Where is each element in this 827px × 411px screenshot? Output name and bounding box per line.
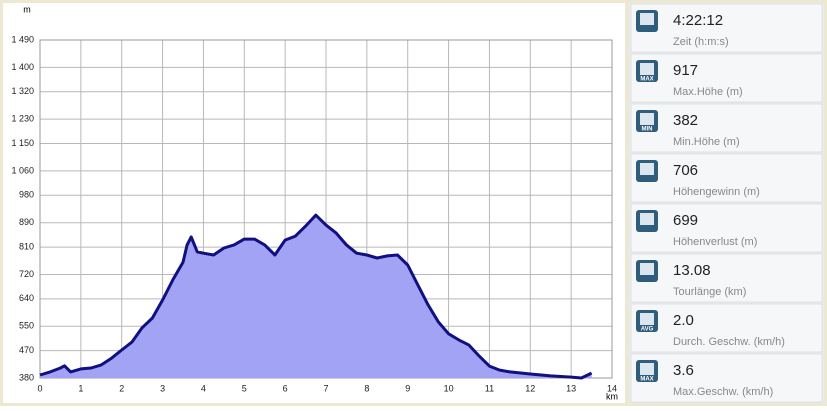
x-tick-label: 13 — [566, 383, 576, 393]
y-tick-label: 720 — [19, 269, 34, 279]
y-tick-label: 980 — [19, 190, 34, 200]
y-tick-label: 1 150 — [11, 138, 34, 148]
stat-icon-inner — [640, 163, 654, 175]
y-tick-label: 380 — [19, 372, 34, 382]
stat-row — [630, 103, 823, 153]
x-tick-label: 7 — [323, 383, 328, 393]
stat-label: Min.Höhe (m) — [673, 136, 740, 148]
y-unit: m — [23, 4, 31, 14]
stat-value: 706 — [673, 162, 698, 179]
x-tick-label: 8 — [364, 383, 369, 393]
y-tick-label: 1 320 — [11, 86, 34, 96]
stat-label: Durch. Geschw. (km/h) — [673, 336, 785, 348]
x-tick-label: 3 — [160, 383, 165, 393]
x-tick-label: 0 — [37, 383, 42, 393]
y-tick-label: 1 490 — [11, 34, 34, 44]
y-tick-label: 640 — [19, 293, 34, 303]
stat-row — [630, 203, 823, 253]
stat-icon-label: MAX — [640, 377, 653, 383]
y-tick-label: 1 400 — [11, 62, 34, 72]
x-tick-label: 5 — [242, 383, 247, 393]
stat-label: Max.Höhe (m) — [673, 86, 743, 98]
y-tick-label: 1 230 — [11, 114, 34, 124]
x-tick-label: 9 — [405, 383, 410, 393]
stat-value: 3.6 — [673, 362, 694, 379]
stat-label: Höhenverlust (m) — [673, 236, 757, 248]
stat-row — [630, 303, 823, 353]
stat-label: Max.Geschw. (km/h) — [673, 386, 773, 398]
stat-value: 13.08 — [673, 262, 711, 279]
stats-list: 4:22:12 Zeit (h:m:s) MAX 917 Max.Höhe (m) MIN… — [630, 3, 823, 403]
stat-label: Zeit (h:m:s) — [673, 36, 729, 48]
stat-label: Tourlänge (km) — [673, 286, 746, 298]
stat-row — [630, 3, 823, 53]
y-tick-label: 550 — [19, 321, 34, 331]
stat-value: 2.0 — [673, 312, 694, 329]
stat-value: 699 — [673, 212, 698, 229]
stat-value: 382 — [673, 112, 698, 129]
stat-row — [630, 153, 823, 203]
x-tick-label: 10 — [444, 383, 454, 393]
stat-label: Höhengewinn (m) — [673, 186, 760, 198]
stat-icon-inner — [640, 213, 654, 225]
stat-value: 917 — [673, 62, 698, 79]
stat-row — [630, 253, 823, 303]
stat-icon-inner — [640, 63, 654, 75]
stat-icon-inner — [640, 313, 654, 325]
x-unit: km — [606, 391, 618, 401]
x-tick-label: 14 — [607, 383, 617, 393]
y-tick-label: 470 — [19, 345, 34, 355]
stat-value: 4:22:12 — [673, 12, 723, 29]
x-tick-label: 6 — [283, 383, 288, 393]
x-tick-label: 1 — [78, 383, 83, 393]
y-tick-label: 810 — [19, 241, 34, 251]
x-tick-label: 11 — [485, 383, 494, 393]
stat-icon-inner — [640, 13, 654, 25]
x-tick-label: 12 — [525, 383, 535, 393]
y-tick-label: 1 060 — [11, 165, 34, 175]
stat-icon-inner — [640, 263, 654, 275]
stat-row — [630, 53, 823, 103]
elevation-line — [39, 213, 593, 380]
x-tick-label: 4 — [201, 383, 206, 393]
x-tick-label: 2 — [119, 383, 124, 393]
stat-icon-label: MIN — [642, 127, 653, 133]
stat-icon-label: AVG — [641, 327, 654, 333]
y-tick-label: 890 — [19, 217, 34, 227]
stat-icon-inner — [640, 113, 654, 125]
stat-row — [630, 353, 823, 403]
stat-icon-inner — [640, 363, 654, 375]
stat-icon-label: MAX — [640, 77, 653, 83]
